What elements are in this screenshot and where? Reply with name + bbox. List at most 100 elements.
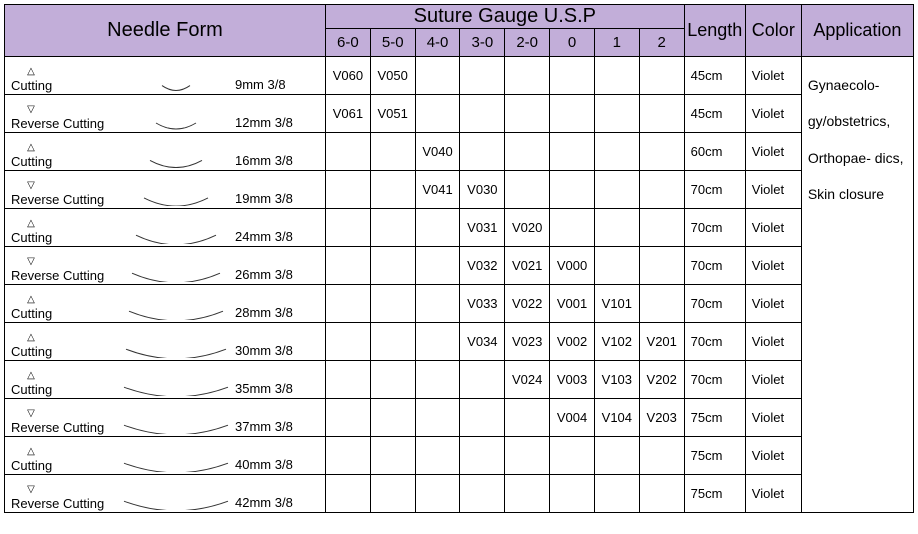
needle-type-label: ▽ Reverse Cutting (11, 257, 121, 282)
code-cell (639, 285, 684, 323)
header-gauge-3: 3-0 (460, 29, 505, 57)
code-cell (415, 209, 460, 247)
needle-arc-icon (121, 96, 231, 130)
code-cell (415, 323, 460, 361)
needle-dimension: 12mm 3/8 (231, 115, 319, 130)
code-cell (550, 209, 595, 247)
table-row: △ Cutting 16mm 3/8 V04060cmViolet (5, 133, 914, 171)
length-cell: 70cm (684, 323, 745, 361)
code-cell (370, 437, 415, 475)
needle-type-text: Cutting (11, 344, 52, 359)
needle-dimension: 28mm 3/8 (231, 305, 319, 320)
needle-dimension: 26mm 3/8 (231, 267, 319, 282)
code-cell (505, 399, 550, 437)
color-cell: Violet (745, 247, 801, 285)
code-cell (639, 247, 684, 285)
code-cell (415, 95, 460, 133)
needle-type-text: Cutting (11, 458, 52, 473)
triangle-icon: ▽ (11, 409, 51, 419)
code-cell (370, 133, 415, 171)
code-cell (550, 475, 595, 513)
needle-form-cell: ▽ Reverse Cutting 12mm 3/8 (5, 95, 326, 133)
code-cell (639, 95, 684, 133)
header-gauge-title: Suture Gauge U.S.P (325, 5, 684, 29)
needle-dimension: 37mm 3/8 (231, 419, 319, 434)
color-cell: Violet (745, 437, 801, 475)
needle-arc-icon (121, 58, 231, 92)
needle-dimension: 24mm 3/8 (231, 229, 319, 244)
color-cell: Violet (745, 475, 801, 513)
header-gauge-2: 4-0 (415, 29, 460, 57)
code-cell (550, 57, 595, 95)
code-cell: V030 (460, 171, 505, 209)
code-cell (639, 209, 684, 247)
length-cell: 70cm (684, 209, 745, 247)
code-cell: V041 (415, 171, 460, 209)
code-cell (415, 361, 460, 399)
code-cell (370, 361, 415, 399)
code-cell (639, 57, 684, 95)
code-cell (505, 95, 550, 133)
code-cell (550, 133, 595, 171)
code-cell (325, 475, 370, 513)
header-gauge-7: 2 (639, 29, 684, 57)
length-cell: 70cm (684, 285, 745, 323)
needle-form-cell: △ Cutting 16mm 3/8 (5, 133, 326, 171)
code-cell (370, 285, 415, 323)
color-cell: Violet (745, 133, 801, 171)
code-cell: V031 (460, 209, 505, 247)
code-cell (460, 475, 505, 513)
needle-form-cell: △ Cutting 40mm 3/8 (5, 437, 326, 475)
code-cell (550, 171, 595, 209)
code-cell: V022 (505, 285, 550, 323)
length-cell: 75cm (684, 437, 745, 475)
color-cell: Violet (745, 399, 801, 437)
color-cell: Violet (745, 57, 801, 95)
code-cell (325, 323, 370, 361)
header-gauge-5: 0 (550, 29, 595, 57)
length-cell: 70cm (684, 361, 745, 399)
header-color: Color (745, 5, 801, 57)
length-cell: 45cm (684, 57, 745, 95)
code-cell (325, 209, 370, 247)
code-cell (639, 133, 684, 171)
needle-type-text: Reverse Cutting (11, 192, 104, 207)
code-cell (415, 247, 460, 285)
length-cell: 70cm (684, 171, 745, 209)
code-cell (325, 361, 370, 399)
needle-type-label: △ Cutting (11, 67, 121, 92)
needle-form-cell: ▽ Reverse Cutting 37mm 3/8 (5, 399, 326, 437)
needle-dimension: 16mm 3/8 (231, 153, 319, 168)
needle-dimension: 30mm 3/8 (231, 343, 319, 358)
header-length: Length (684, 5, 745, 57)
color-cell: Violet (745, 171, 801, 209)
code-cell: V101 (594, 285, 639, 323)
needle-arc-icon (121, 172, 231, 206)
header-needle-form: Needle Form (5, 5, 326, 57)
code-cell: V051 (370, 95, 415, 133)
table-row: △ Cutting 24mm 3/8 V031V02070cmViolet (5, 209, 914, 247)
code-cell: V104 (594, 399, 639, 437)
needle-dimension: 9mm 3/8 (231, 77, 319, 92)
needle-form-cell: △ Cutting 28mm 3/8 (5, 285, 326, 323)
needle-arc-icon (121, 438, 231, 472)
code-cell (550, 95, 595, 133)
code-cell: V202 (639, 361, 684, 399)
code-cell (415, 437, 460, 475)
code-cell: V102 (594, 323, 639, 361)
triangle-icon: △ (11, 295, 51, 305)
code-cell (505, 437, 550, 475)
table-header: Needle Form Suture Gauge U.S.P Length Co… (5, 5, 914, 57)
code-cell: V201 (639, 323, 684, 361)
needle-type-text: Reverse Cutting (11, 268, 104, 283)
needle-arc-icon (121, 400, 231, 434)
code-cell (415, 57, 460, 95)
code-cell (639, 475, 684, 513)
table-row: △ Cutting 9mm 3/8 V060V05045cmVioletGyna… (5, 57, 914, 95)
code-cell (415, 285, 460, 323)
needle-form-cell: △ Cutting 24mm 3/8 (5, 209, 326, 247)
table-body: △ Cutting 9mm 3/8 V060V05045cmVioletGyna… (5, 57, 914, 513)
code-cell (505, 171, 550, 209)
length-cell: 75cm (684, 475, 745, 513)
code-cell: V060 (325, 57, 370, 95)
